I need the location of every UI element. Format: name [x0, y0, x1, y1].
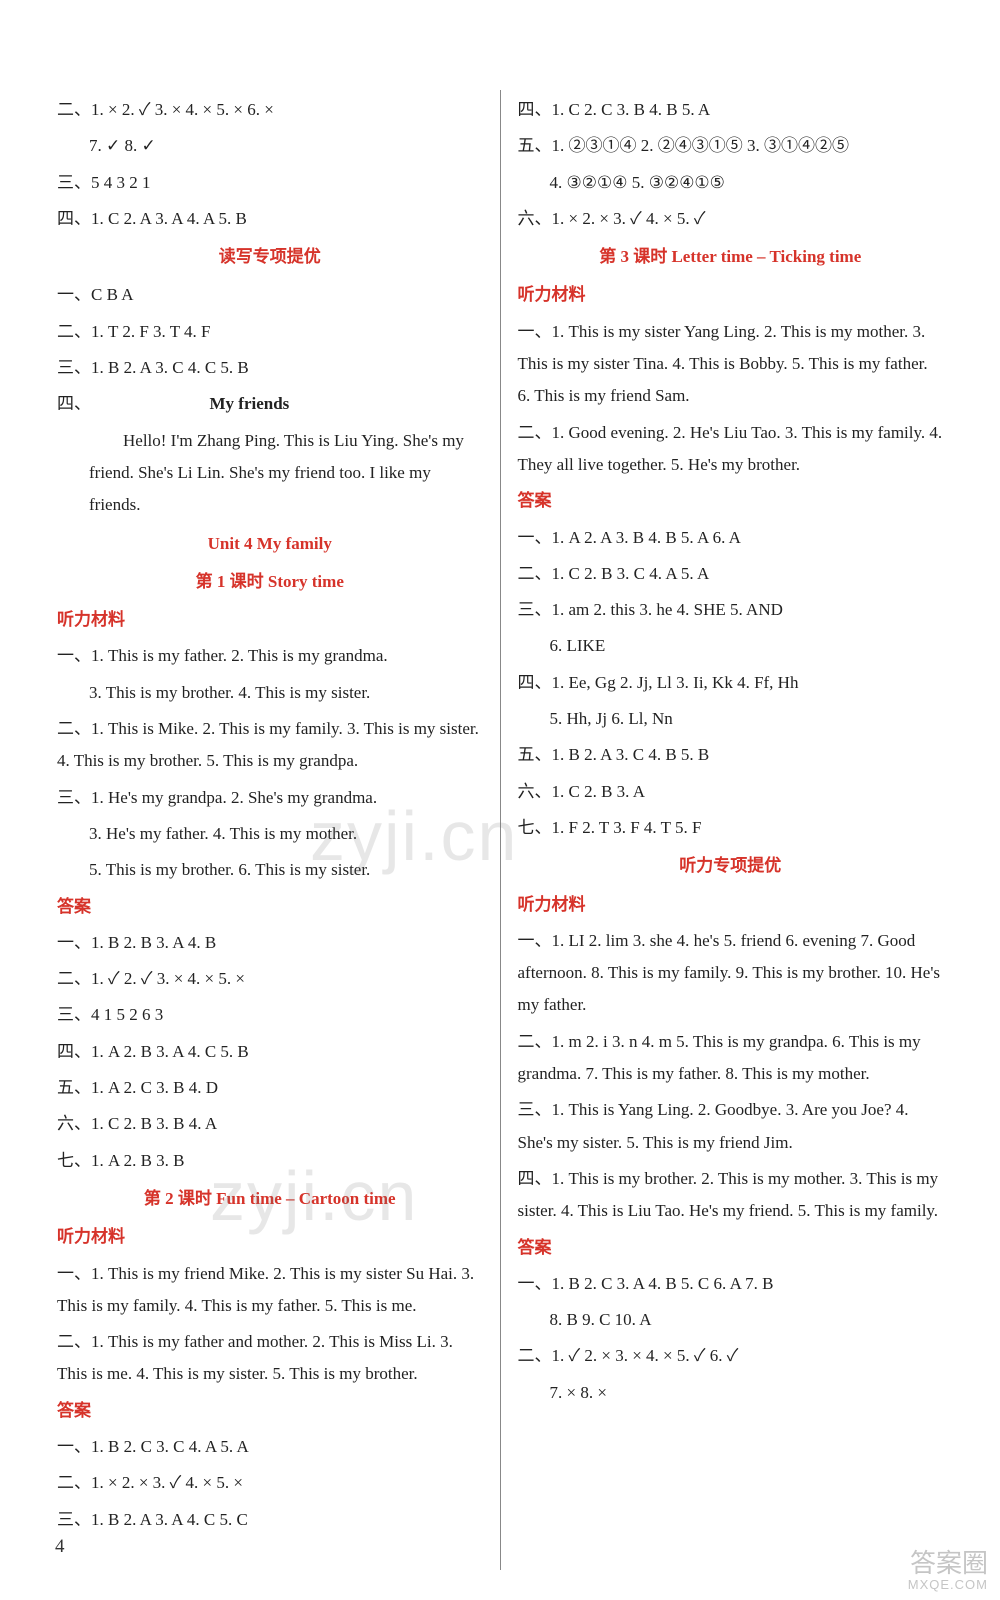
answer-line: 七、1. F 2. T 3. F 4. T 5. F	[518, 812, 944, 844]
listening-text: 二、1. Good evening. 2. He's Liu Tao. 3. T…	[518, 417, 944, 482]
answer-line: 一、1. A 2. A 3. B 4. B 5. A 6. A	[518, 522, 944, 554]
answer-line: 四、1. Ee, Gg 2. Jj, Ll 3. Ii, Kk 4. Ff, H…	[518, 667, 944, 699]
listening-text: 一、1. This is my sister Yang Ling. 2. Thi…	[518, 316, 944, 413]
listening-text: 3. This is my brother. 4. This is my sis…	[57, 677, 483, 709]
answers-heading: 答案	[518, 1232, 944, 1264]
answer-line: 六、1. C 2. B 3. B 4. A	[57, 1108, 483, 1140]
unit-heading: Unit 4 My family	[57, 528, 483, 560]
answer-line: 四、1. C 2. C 3. B 4. B 5. A	[518, 94, 944, 126]
answers-heading: 答案	[57, 1395, 483, 1427]
listening-heading: 听力材料	[57, 604, 483, 636]
answer-line: 五、1. ②③①④ 2. ②④③①⑤ 3. ③①④②⑤	[518, 130, 944, 162]
answer-line: 二、1. C 2. B 3. C 4. A 5. A	[518, 558, 944, 590]
listening-heading: 听力材料	[518, 889, 944, 921]
answer-line: 四、1. C 2. A 3. A 4. A 5. B	[57, 203, 483, 235]
answer-line: 二、1. T 2. F 3. T 4. F	[57, 316, 483, 348]
answer-line: 三、1. am 2. this 3. he 4. SHE 5. AND	[518, 594, 944, 626]
lesson-heading: 第 2 课时 Fun time – Cartoon time	[57, 1183, 483, 1215]
listening-text: 二、1. m 2. i 3. n 4. m 5. This is my gran…	[518, 1026, 944, 1091]
page: 二、1. × 2. ✓ 3. × 4. × 5. × 6. × 7. ✓ 8. …	[0, 0, 1000, 1600]
answer-line: 五、1. A 2. C 3. B 4. D	[57, 1072, 483, 1104]
listening-text: 5. This is my brother. 6. This is my sis…	[57, 854, 483, 886]
answer-line: 三、1. B 2. A 3. C 4. C 5. B	[57, 352, 483, 384]
listening-heading: 听力材料	[57, 1221, 483, 1253]
listening-text: 一、1. This is my father. 2. This is my gr…	[57, 640, 483, 672]
answer-line: 7. × 8. ×	[518, 1377, 944, 1409]
essay-title-row: 四、 My friends	[57, 388, 483, 420]
essay-body: Hello! I'm Zhang Ping. This is Liu Ying.…	[57, 425, 483, 522]
answer-line: 二、1. × 2. ✓ 3. × 4. × 5. × 6. ×	[57, 94, 483, 126]
listening-text: 一、1. LI 2. lim 3. she 4. he's 5. friend …	[518, 925, 944, 1022]
answer-line: 一、1. B 2. C 3. C 4. A 5. A	[57, 1431, 483, 1463]
listening-text: 四、1. This is my brother. 2. This is my m…	[518, 1163, 944, 1228]
listening-heading: 听力材料	[518, 279, 944, 311]
answer-line: 5. Hh, Jj 6. Ll, Nn	[518, 703, 944, 735]
answer-line: 三、4 1 5 2 6 3	[57, 999, 483, 1031]
listening-text: 一、1. This is my friend Mike. 2. This is …	[57, 1258, 483, 1323]
section-heading: 读写专项提优	[57, 241, 483, 273]
page-number: 4	[55, 1529, 65, 1565]
lesson-heading: 第 3 课时 Letter time – Ticking time	[518, 241, 944, 273]
badge-url: MXQE.COM	[908, 1578, 988, 1592]
column-divider	[500, 90, 501, 1570]
badge-text: 答案圈	[910, 1548, 988, 1578]
answer-line: 8. B 9. C 10. A	[518, 1304, 944, 1336]
listening-text: 二、1. This is Mike. 2. This is my family.…	[57, 713, 483, 778]
answer-line: 二、1. ✓ 2. × 3. × 4. × 5. ✓ 6. ✓	[518, 1340, 944, 1372]
footer-badge: 答案圈 MXQE.COM	[908, 1549, 988, 1592]
answer-line: 三、1. B 2. A 3. A 4. C 5. C	[57, 1504, 483, 1536]
left-column: 二、1. × 2. ✓ 3. × 4. × 5. × 6. × 7. ✓ 8. …	[45, 90, 495, 1570]
answer-line: 4. ③②①④ 5. ③②④①⑤	[518, 167, 944, 199]
listening-text: 三、1. This is Yang Ling. 2. Goodbye. 3. A…	[518, 1094, 944, 1159]
section-heading: 听力专项提优	[518, 850, 944, 882]
listening-text: 3. He's my father. 4. This is my mother.	[57, 818, 483, 850]
answer-line: 四、1. A 2. B 3. A 4. C 5. B	[57, 1036, 483, 1068]
answer-line: 六、1. × 2. × 3. ✓ 4. × 5. ✓	[518, 203, 944, 235]
answer-line: 六、1. C 2. B 3. A	[518, 776, 944, 808]
answers-heading: 答案	[57, 891, 483, 923]
label: 四、	[57, 394, 91, 413]
answer-line: 一、C B A	[57, 279, 483, 311]
answer-line: 一、1. B 2. B 3. A 4. B	[57, 927, 483, 959]
answer-line: 三、5 4 3 2 1	[57, 167, 483, 199]
listening-text: 三、1. He's my grandpa. 2. She's my grandm…	[57, 782, 483, 814]
answer-line: 二、1. × 2. × 3. ✓ 4. × 5. ×	[57, 1467, 483, 1499]
answer-line: 七、1. A 2. B 3. B	[57, 1145, 483, 1177]
answer-line: 7. ✓ 8. ✓	[57, 130, 483, 162]
answer-line: 二、1. ✓ 2. ✓ 3. × 4. × 5. ×	[57, 963, 483, 995]
answer-line: 一、1. B 2. C 3. A 4. B 5. C 6. A 7. B	[518, 1268, 944, 1300]
answer-line: 6. LIKE	[518, 630, 944, 662]
right-column: 四、1. C 2. C 3. B 4. B 5. A 五、1. ②③①④ 2. …	[506, 90, 956, 1570]
lesson-heading: 第 1 课时 Story time	[57, 566, 483, 598]
answer-line: 五、1. B 2. A 3. C 4. B 5. B	[518, 739, 944, 771]
listening-text: 二、1. This is my father and mother. 2. Th…	[57, 1326, 483, 1391]
essay-title: My friends	[210, 394, 290, 413]
answers-heading: 答案	[518, 485, 944, 517]
